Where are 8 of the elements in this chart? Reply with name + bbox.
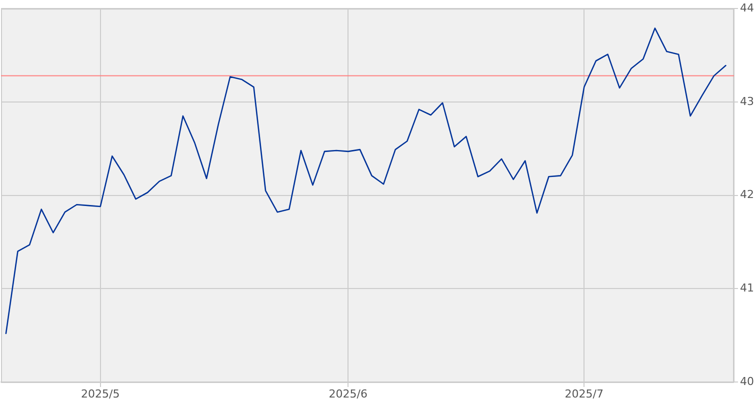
y-tick-label: 43 <box>740 94 754 108</box>
x-tick-label: 2025/7 <box>564 387 604 400</box>
y-tick-label: 41 <box>740 282 754 295</box>
y-tick-label: 44 <box>740 1 754 14</box>
x-tick-label: 2025/6 <box>328 387 368 400</box>
y-tick-label: 42 <box>740 188 754 202</box>
y-tick-label: 40 <box>740 374 754 388</box>
x-tick-label: 2025/5 <box>81 387 120 400</box>
